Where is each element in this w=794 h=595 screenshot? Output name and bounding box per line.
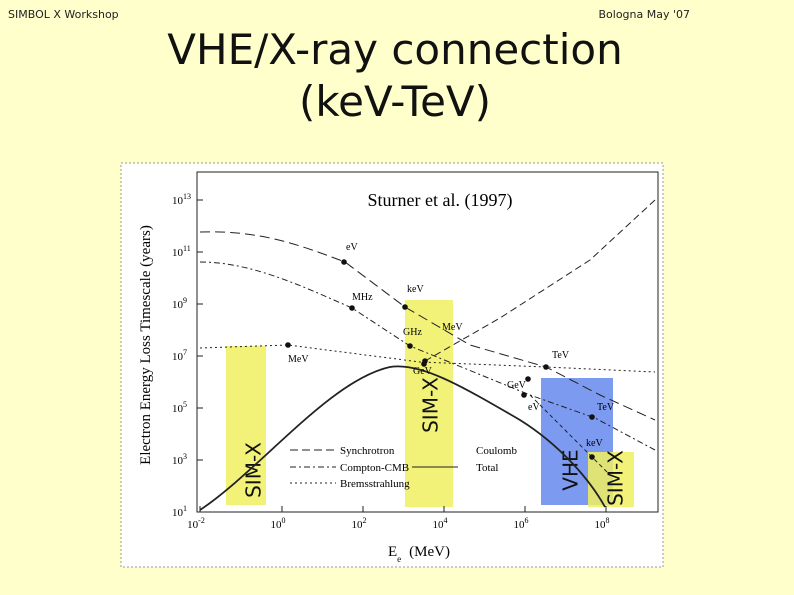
- tick-base: 10: [187, 519, 199, 531]
- tick-base: 10: [514, 519, 526, 531]
- annotation: MeV: [288, 354, 309, 365]
- tick-base: 10: [271, 519, 283, 531]
- y-tick-label: 1011: [172, 244, 191, 259]
- marker: [589, 454, 595, 460]
- marker: [525, 376, 531, 382]
- tick-exp: 9: [183, 296, 187, 305]
- figure-caption: Sturner et al. (1997): [368, 190, 513, 211]
- band-label: SIM-X: [604, 450, 628, 506]
- marker: [402, 304, 408, 310]
- x-label-unit: (MeV): [409, 544, 450, 560]
- tick-base: 10: [172, 195, 184, 207]
- legend-label: Synchrotron: [340, 445, 395, 457]
- marker: [349, 305, 355, 311]
- tick-exp: 13: [183, 192, 191, 201]
- legend-label: Compton-CMB: [340, 462, 409, 474]
- y-axis-label: Electron Energy Loss Timescale (years): [138, 225, 154, 465]
- marker: [341, 259, 347, 265]
- marker: [589, 414, 595, 420]
- annotation: eV: [528, 402, 540, 413]
- marker: [543, 364, 549, 370]
- annotation: TeV: [552, 350, 570, 361]
- slide-title: VHE/X-ray connection: [167, 25, 622, 74]
- x-tick-label: 100: [271, 516, 286, 531]
- band-label: SIM-X: [419, 377, 443, 433]
- annotation: GeV: [413, 366, 433, 377]
- figure: [120, 162, 664, 568]
- y-tick-label: 1013: [172, 192, 191, 207]
- x-tick-label: 108: [595, 516, 610, 531]
- tick-exp: 3: [183, 452, 187, 461]
- x-tick-label: 106: [514, 516, 529, 531]
- y-tick-label: 103: [172, 452, 187, 467]
- slide-title: (keV-TeV): [299, 77, 491, 126]
- tick-base: 10: [172, 403, 184, 415]
- tick-exp: 8: [606, 516, 610, 525]
- annotation: MeV: [442, 322, 463, 333]
- legend-label: Coulomb: [476, 445, 517, 457]
- y-tick-label: 101: [172, 504, 187, 519]
- curve: [199, 344, 656, 373]
- band: [226, 346, 266, 505]
- tick-exp: 2: [363, 516, 367, 525]
- tick-base: 10: [172, 247, 184, 259]
- tick-base: 10: [172, 455, 184, 467]
- tick-base: 10: [172, 299, 184, 311]
- annotation: MHz: [352, 292, 373, 303]
- band-label: SIM-X: [242, 442, 266, 498]
- tick-exp: 7: [183, 348, 187, 357]
- y-tick-label: 107: [172, 348, 187, 363]
- tick-base: 10: [172, 351, 184, 363]
- marker: [285, 342, 291, 348]
- annotation: TeV: [597, 402, 615, 413]
- y-tick-label: 105: [172, 400, 187, 415]
- tick-exp: 1: [183, 504, 187, 513]
- y-tick-label: 109: [172, 296, 187, 311]
- tick-exp: 6: [525, 516, 529, 525]
- legend-label: Bremsstrahlung: [340, 478, 410, 490]
- marker: [407, 343, 413, 349]
- x-tick-label: 104: [433, 516, 448, 531]
- tick-base: 10: [172, 507, 184, 519]
- tick-exp: -2: [198, 516, 205, 525]
- x-tick-label: 10-2: [187, 516, 205, 531]
- tick-exp: 11: [183, 244, 191, 253]
- marker: [421, 361, 427, 367]
- tick-base: 10: [433, 519, 445, 531]
- curve: [199, 261, 656, 451]
- curve: [199, 365, 606, 511]
- tick-exp: 5: [183, 400, 187, 409]
- header-right: Bologna May '07: [598, 8, 690, 21]
- annotation: keV: [407, 284, 424, 295]
- x-label-sub: e: [397, 554, 401, 564]
- tick-exp: 4: [444, 516, 448, 525]
- x-label-main: E: [388, 544, 397, 560]
- band: [405, 300, 453, 507]
- annotation: GHz: [403, 327, 422, 338]
- annotation: GeV: [507, 380, 527, 391]
- header-left: SIMBOL X Workshop: [8, 8, 119, 21]
- curve: [424, 199, 656, 362]
- tick-base: 10: [595, 519, 607, 531]
- tick-base: 10: [352, 519, 364, 531]
- x-axis-label: Ee (MeV): [388, 544, 450, 564]
- curve: [199, 231, 656, 421]
- tick-exp: 0: [282, 516, 286, 525]
- marker: [521, 392, 527, 398]
- plot-frame: [196, 171, 659, 513]
- legend-label: Total: [476, 462, 498, 474]
- annotation: eV: [346, 242, 358, 253]
- annotation: keV: [586, 438, 603, 449]
- x-tick-label: 102: [352, 516, 367, 531]
